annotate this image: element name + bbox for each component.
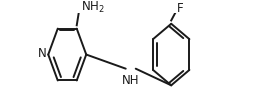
Text: F: F [177,2,184,15]
Text: N: N [38,47,47,60]
Text: NH$_2$: NH$_2$ [81,0,105,15]
Text: NH: NH [122,74,140,87]
